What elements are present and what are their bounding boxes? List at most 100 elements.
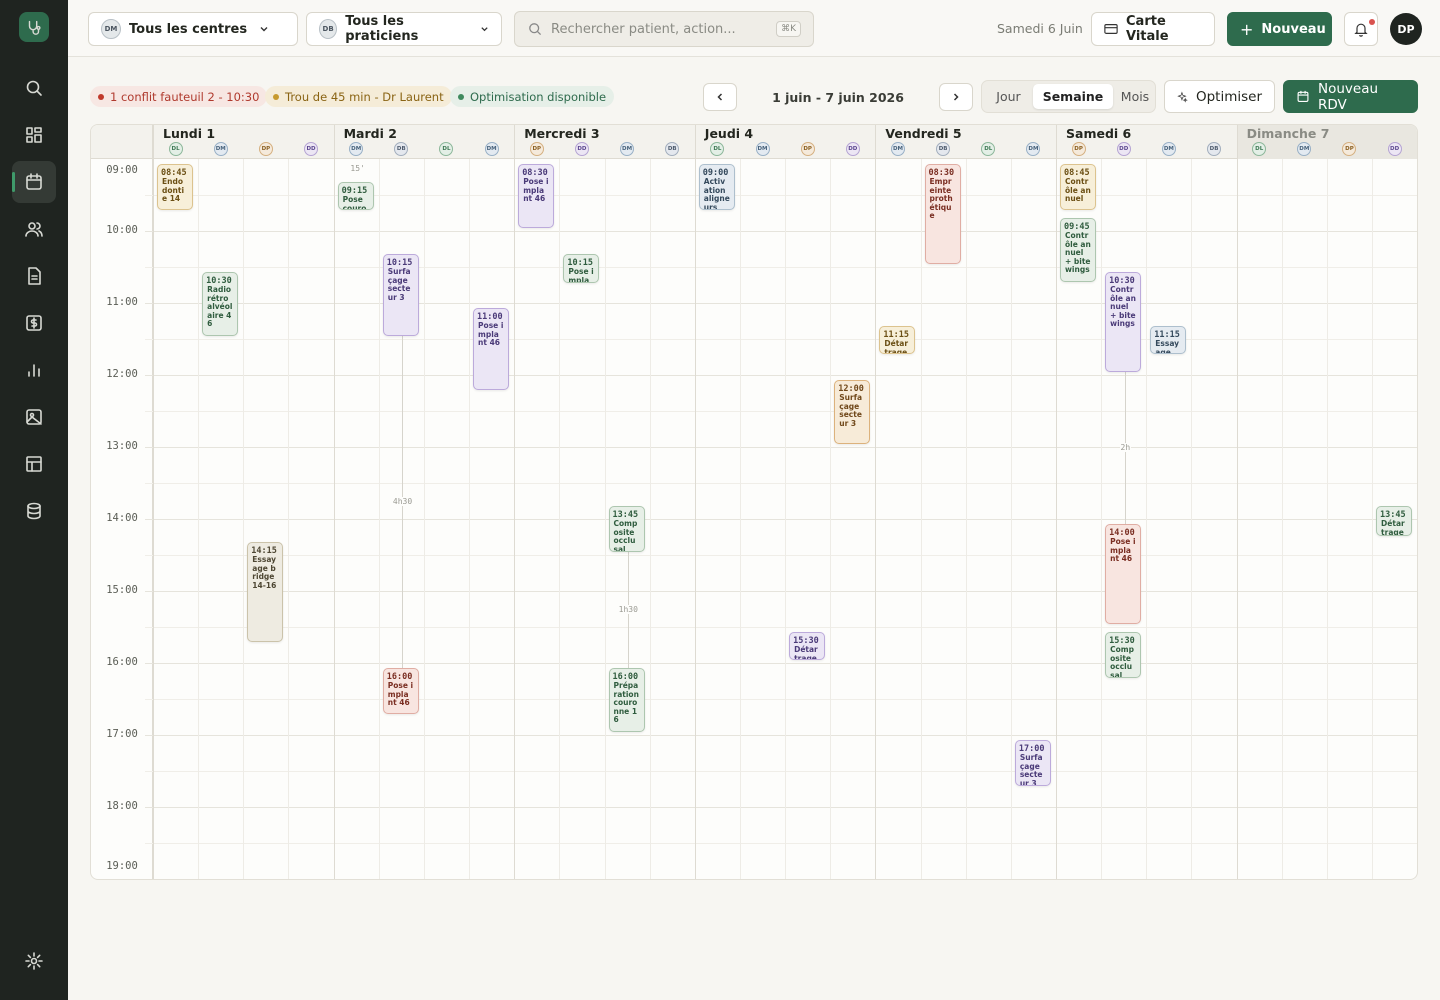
- practitioner-initials: DD: [304, 142, 319, 156]
- alert-text: 1 conflit fauteuil 2 - 10:30: [110, 89, 260, 104]
- nav-billing[interactable]: [12, 302, 56, 344]
- appointment-card[interactable]: 11:15 Détartrage: [879, 326, 916, 354]
- practitioner-initials: DM: [1297, 142, 1312, 156]
- appointment-card[interactable]: 11:00 Pose implant 46: [473, 308, 510, 390]
- appointment-card[interactable]: 15:30 Détartrage: [789, 632, 826, 660]
- practitioner-initials: DM: [349, 142, 364, 156]
- appointment-label: Pose implant 46: [523, 177, 549, 204]
- praticien-filter[interactable]: DB Tous les praticiens: [306, 12, 502, 46]
- practitioner-initials: DB: [1207, 142, 1222, 156]
- column-line: [965, 159, 967, 879]
- sidebar: [0, 0, 68, 1000]
- view-tab[interactable]: Jour: [996, 89, 1021, 104]
- appointment-card[interactable]: 14:15 Essayage bridge 14-16: [247, 542, 284, 642]
- hour-label: 09:00: [106, 164, 138, 176]
- day-line: [333, 125, 335, 879]
- centre-filter[interactable]: DM Tous les centres: [88, 12, 298, 46]
- practitioner-initials: DD: [574, 142, 589, 156]
- nav-images[interactable]: [12, 396, 56, 438]
- appointment-card[interactable]: 10:30 Radio rétro alvéolaire 46: [202, 272, 239, 336]
- appointment-card[interactable]: 13:45 Composite occlusal: [608, 506, 645, 552]
- half-hour-line: [145, 411, 1417, 412]
- practitioner-initials: DB: [394, 142, 409, 156]
- day-line: [1056, 125, 1057, 879]
- appointment-card[interactable]: 08:45 Contrôle annuel: [1060, 164, 1096, 210]
- chevron: [953, 93, 959, 101]
- hour-line: [145, 663, 1417, 664]
- appointment-card[interactable]: 17:00 Surfaçage secteur 3: [1014, 740, 1051, 786]
- hour-line: [145, 591, 1417, 592]
- day-line: [694, 125, 696, 879]
- hour-label: 15:00: [106, 584, 138, 596]
- appointment-card[interactable]: 14:00 Pose implant 46: [1105, 524, 1142, 624]
- day-line: [1236, 125, 1238, 879]
- nav-patients[interactable]: [12, 208, 56, 250]
- half-hour-line: [145, 339, 1417, 340]
- practitioner-initials: DM: [213, 142, 228, 156]
- new-appointment-button[interactable]: Nouveau RDV: [1283, 80, 1418, 113]
- view-tab[interactable]: Mois: [1120, 89, 1150, 104]
- nav-table[interactable]: [12, 443, 56, 485]
- day-name: Lundi 1: [163, 126, 216, 141]
- day-line: [153, 125, 154, 879]
- button-label: Nouveau: [1261, 21, 1326, 37]
- appointment-card[interactable]: 08:45 Endodontie 14: [157, 164, 193, 210]
- appointment-card[interactable]: 16:00 Pose implant 46: [382, 668, 419, 714]
- appointment-card[interactable]: 09:45 Contrôle annuel + bitewings: [1060, 218, 1096, 282]
- day-name: Dimanche 7: [1246, 126, 1330, 141]
- alert-pill[interactable]: Optimisation disponible: [450, 86, 615, 107]
- view-tab[interactable]: Semaine: [1033, 84, 1113, 109]
- nav-database[interactable]: [12, 490, 56, 532]
- practitioner-initials: DB: [936, 142, 951, 156]
- appointment-card[interactable]: 10:15 Surfaçage secteur 3: [382, 254, 419, 336]
- optimize-button[interactable]: Optimiser: [1164, 80, 1275, 113]
- nav-search[interactable]: [12, 67, 56, 109]
- appointment-card[interactable]: 13:45 Détartrage: [1376, 506, 1413, 536]
- prev-week[interactable]: [703, 83, 737, 111]
- appointment-time: 10:15: [386, 258, 413, 268]
- user-avatar[interactable]: DP: [1390, 13, 1422, 45]
- column-line: [559, 159, 561, 879]
- appointment-card[interactable]: 15:30 Composite occlusal: [1105, 632, 1142, 678]
- nav-dashboard[interactable]: [12, 114, 56, 156]
- next-week[interactable]: [939, 83, 973, 111]
- column-line: [1191, 159, 1193, 879]
- column-line: [1146, 159, 1148, 879]
- appointment-label: Essayage bridge 14-16: [252, 555, 277, 590]
- appointment-label: Détartrage: [884, 339, 909, 354]
- new-button[interactable]: + Nouveau: [1227, 12, 1332, 46]
- nav-documents[interactable]: [12, 255, 56, 297]
- appointment-time: 08:30: [928, 168, 955, 178]
- alert-pill[interactable]: Trou de 45 min - Dr Laurent: [265, 86, 452, 107]
- button-label: Nouveau RDV: [1318, 80, 1379, 113]
- appointment-card[interactable]: 11:15 Essayage: [1150, 326, 1187, 354]
- appointment-card[interactable]: 12:00 Surfaçage secteur 3: [834, 380, 871, 444]
- nav-stats[interactable]: [12, 349, 56, 391]
- practitioner-initials: DL: [981, 142, 996, 156]
- alert-pill[interactable]: 1 conflit fauteuil 2 - 10:30: [90, 86, 268, 107]
- nav-settings[interactable]: [12, 940, 56, 982]
- shortcut: ⌘K: [776, 21, 801, 37]
- sparkle-icon: [1177, 90, 1188, 103]
- appointment-label: Activation aligneurs: [703, 177, 730, 210]
- appointment-card[interactable]: 10:30 Contrôle annuel + bitewings: [1105, 272, 1142, 372]
- carte-vitale-button[interactable]: Carte Vitale: [1091, 12, 1215, 46]
- hour-line: [145, 447, 1417, 448]
- appointment-card[interactable]: 09:00 Activation aligneurs: [698, 164, 735, 210]
- logo[interactable]: [19, 12, 49, 42]
- hour-label: 19:00: [106, 860, 138, 872]
- search-box[interactable]: Rechercher patient, action... ⌘K: [514, 11, 814, 47]
- hour-label: 17:00: [106, 728, 138, 740]
- column-line: [1010, 159, 1012, 879]
- appointment-card[interactable]: 08:30 Empreinte prothétique: [924, 164, 961, 264]
- nav-agenda[interactable]: [12, 161, 56, 203]
- appointment-card[interactable]: 16:00 Préparation couronne 16: [608, 668, 645, 732]
- appointment-time: 16:00: [612, 672, 639, 682]
- appointment-card[interactable]: 08:30 Pose implant 46: [518, 164, 555, 228]
- notifications[interactable]: [1344, 12, 1378, 46]
- hour-line: [145, 231, 1417, 232]
- active-indicator: [12, 172, 15, 192]
- appointment-time: 11:15: [1154, 330, 1180, 340]
